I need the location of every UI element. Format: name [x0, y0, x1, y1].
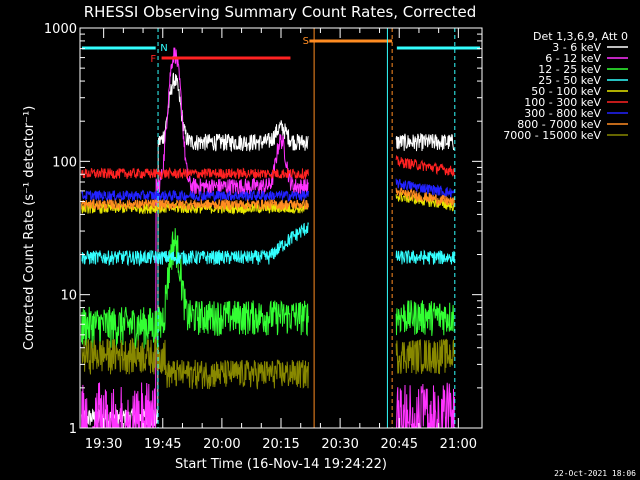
series-line — [81, 154, 455, 181]
series-line — [81, 178, 455, 203]
legend-entry-label: 300 - 800 keV — [524, 107, 601, 120]
y-tick-label: 1 — [69, 422, 77, 437]
series-line — [81, 222, 455, 267]
legend-entry-label: 25 - 50 keV — [538, 74, 601, 87]
x-tick-label: 20:00 — [203, 437, 240, 452]
legend-entry-label: 12 - 25 keV — [538, 63, 601, 76]
x-axis: 19:30 19:45 20:00 20:15 20:30 20:45 21:00 — [85, 28, 477, 452]
series-line — [81, 228, 455, 350]
legend-header: Det 1,3,6,9, Att 0 — [533, 30, 628, 43]
legend-entry-label: 100 - 300 keV — [524, 96, 601, 109]
legend-entry-label: 7000 - 15000 keV — [503, 129, 601, 142]
x-tick-label: 20:15 — [262, 437, 299, 452]
y-axis-label: Corrected Count Rate (s⁻¹ detector⁻¹) — [22, 106, 37, 351]
y-axis: 1 10 100 1000 — [44, 22, 482, 437]
series-line — [81, 337, 455, 390]
x-tick-label: 20:30 — [321, 437, 358, 452]
series-line — [81, 72, 455, 428]
x-tick-label: 19:45 — [144, 437, 181, 452]
footer-date: 22-Oct-2021 18:06 — [554, 469, 636, 478]
bar-flag-label: S — [303, 36, 309, 47]
attenuator-bars: NF S — [82, 28, 480, 428]
x-tick-label: 21:00 — [440, 437, 477, 452]
x-axis-label: Start Time (16-Nov-14 19:24:22) — [175, 457, 387, 472]
series-line — [81, 187, 455, 211]
y-tick-label: 100 — [52, 155, 77, 170]
x-tick-label: 19:30 — [85, 437, 122, 452]
bar-flag-label: N — [160, 43, 167, 54]
legend-entry-label: 50 - 100 keV — [531, 85, 601, 98]
plot-lines — [81, 47, 455, 429]
y-tick-label: 10 — [60, 289, 77, 304]
x-tick-label: 20:45 — [381, 437, 418, 452]
bar-flag-label: F — [150, 54, 156, 65]
chart-title: RHESSI Observing Summary Count Rates, Co… — [84, 3, 477, 21]
legend-entry-label: 800 - 7000 keV — [517, 118, 601, 131]
legend-entry-label: 6 - 12 keV — [545, 52, 601, 65]
legend-entry-label: 3 - 6 keV — [552, 41, 601, 54]
y-tick-label: 1000 — [44, 22, 77, 37]
